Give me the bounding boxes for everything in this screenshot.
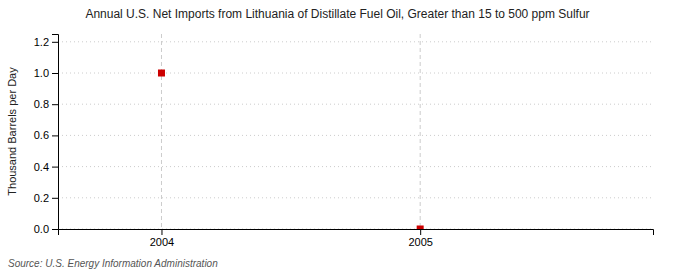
x-axis: 2004 2005 — [59, 229, 654, 248]
tick-mark — [52, 198, 58, 199]
tick-label: 1.0 — [34, 67, 49, 79]
tick-mark — [52, 42, 58, 43]
point — [158, 70, 165, 77]
annotation: Source: U.S. Energy Information Administ… — [8, 258, 218, 269]
grid-line — [58, 135, 653, 136]
tick-label: 2004 — [150, 236, 174, 248]
grid-line — [420, 34, 421, 229]
title: Annual U.S. Net Imports from Lithuania o… — [85, 7, 589, 21]
axis-line — [52, 35, 59, 230]
grid-line — [58, 41, 653, 42]
y-axis-label: Thousand Barrels per Day — [6, 67, 18, 196]
tick: 1.0 — [34, 67, 58, 79]
tick-mark — [420, 229, 421, 235]
tick-mark — [52, 135, 58, 136]
tick-mark — [52, 229, 58, 230]
tick-label: 2005 — [408, 236, 432, 248]
points — [158, 70, 424, 230]
grid — [58, 34, 653, 229]
axis-line — [59, 230, 654, 236]
grid-line — [58, 166, 653, 167]
tick-mark — [52, 104, 58, 105]
grid-line — [58, 197, 653, 198]
tick-label: 0.2 — [34, 192, 49, 204]
tick-label: 1.2 — [34, 36, 49, 48]
tick: 0.6 — [34, 129, 58, 141]
tick-label: 0.4 — [34, 161, 49, 173]
chart: 2004 2005 0.0 0.2 0.4 0.6 0.8 1.0 1.2 Annual U.S.… — [0, 0, 675, 275]
point — [417, 226, 424, 230]
grid-line — [161, 34, 162, 229]
grid-line — [58, 104, 653, 105]
plot: 2004 2005 0.0 0.2 0.4 0.6 0.8 1.0 1.2 — [34, 34, 654, 248]
tick: 0.8 — [34, 98, 58, 110]
tick-label: 0.6 — [34, 129, 49, 141]
tick-label: 0.8 — [34, 98, 49, 110]
grid-line — [58, 73, 653, 74]
tick: 0.4 — [34, 161, 58, 173]
tick: 0.0 — [34, 223, 58, 235]
tick-mark — [161, 229, 162, 235]
tick: 1.2 — [34, 36, 58, 48]
tick-mark — [52, 167, 58, 168]
tick-label: 0.0 — [34, 223, 49, 235]
y-axis: 0.0 0.2 0.4 0.6 0.8 1.0 1.2 — [34, 35, 59, 236]
tick: 2004 — [150, 229, 174, 248]
tick: 0.2 — [34, 192, 58, 204]
tick: 2005 — [408, 229, 432, 248]
tick-mark — [52, 73, 58, 74]
